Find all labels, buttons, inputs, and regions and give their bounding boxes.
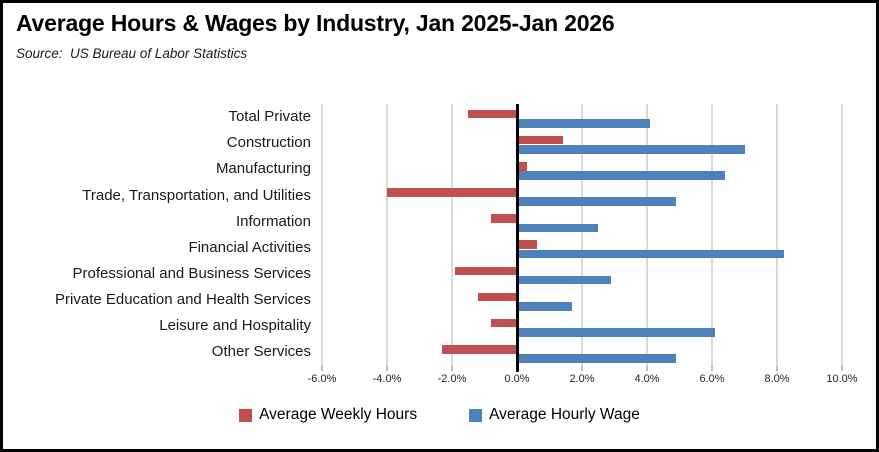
gridline [451, 104, 453, 366]
x-axis-tick-label: 8.0% [764, 373, 790, 385]
x-axis-tick-label: -6.0% [307, 373, 337, 385]
legend-item: Average Weekly Hours [239, 406, 417, 424]
bar-average-hourly-wage [517, 354, 677, 363]
bar-average-hourly-wage [517, 145, 745, 154]
chart-source: Source: US Bureau of Labor Statistics [16, 46, 248, 61]
axis-tick-mark [841, 365, 843, 371]
legend-label: Average Hourly Wage [489, 406, 640, 423]
axis-tick-mark [711, 365, 713, 371]
x-axis-tick-label: 6.0% [699, 373, 725, 385]
zero-axis-line [515, 104, 519, 372]
axis-tick-mark [386, 365, 388, 371]
bar-average-weekly-hours [517, 240, 537, 250]
axis-tick-mark [321, 365, 323, 371]
bar-average-weekly-hours [491, 214, 517, 223]
category-label: Professional and Business Services [72, 264, 311, 282]
x-axis-tick-label: 0.0% [504, 373, 530, 385]
bar-average-hourly-wage [517, 249, 784, 259]
category-label: Total Private [228, 108, 311, 126]
bar-average-hourly-wage [517, 118, 651, 128]
category-label: Other Services [211, 343, 311, 361]
bar-average-weekly-hours [491, 318, 517, 328]
category-label: Manufacturing [215, 160, 311, 178]
bar-average-weekly-hours [468, 109, 517, 119]
bar-average-hourly-wage [517, 223, 599, 233]
gridline [711, 104, 713, 366]
axis-tick-mark [451, 365, 453, 371]
legend-item: Average Hourly Wage [469, 406, 640, 424]
bar-average-weekly-hours [455, 266, 517, 276]
category-label: Information [235, 212, 311, 230]
bar-average-hourly-wage [517, 171, 725, 180]
chart-title: Average Hours & Wages by Industry, Jan 2… [16, 10, 615, 36]
category-label: Trade, Transportation, and Utilities [82, 186, 311, 204]
x-axis-tick-label: 4.0% [634, 373, 660, 385]
axis-tick-mark [776, 365, 778, 371]
gridline [776, 104, 778, 366]
bar-average-hourly-wage [517, 301, 573, 311]
legend-label: Average Weekly Hours [259, 406, 418, 423]
x-axis-tick-label: -4.0% [372, 373, 402, 385]
gridline [321, 104, 323, 366]
axis-tick-mark [646, 365, 648, 371]
category-label: Construction [226, 134, 311, 152]
bar-average-hourly-wage [517, 328, 716, 337]
bar-average-weekly-hours [387, 188, 517, 197]
bar-average-weekly-hours [478, 292, 517, 302]
gridline [581, 104, 583, 366]
category-label: Financial Activities [188, 238, 311, 256]
bar-average-weekly-hours [442, 344, 517, 354]
bar-average-weekly-hours [517, 161, 527, 171]
bar-average-weekly-hours [517, 135, 563, 145]
gridline [646, 104, 648, 366]
legend: Average Weekly Hours Average Hourly Wage [3, 406, 876, 424]
bar-average-hourly-wage [517, 197, 677, 207]
x-axis-tick-label: 10.0% [826, 373, 858, 385]
x-axis-tick-label: -2.0% [437, 373, 467, 385]
axis-tick-mark [581, 365, 583, 371]
gridline [386, 104, 388, 366]
category-label: Private Education and Health Services [55, 291, 311, 309]
legend-swatch [469, 408, 483, 422]
legend-swatch [239, 408, 253, 422]
gridline [841, 104, 843, 366]
bar-average-hourly-wage [517, 275, 612, 285]
x-axis-tick-label: 2.0% [569, 373, 595, 385]
category-label: Leisure and Hospitality [159, 317, 311, 335]
